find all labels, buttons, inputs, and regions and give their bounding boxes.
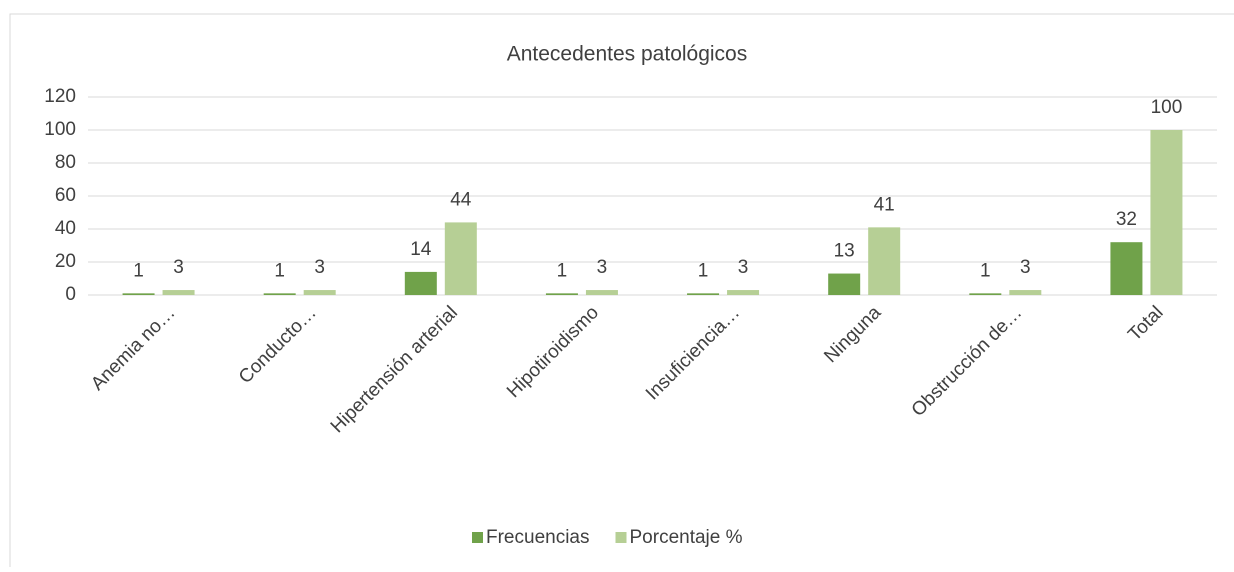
legend-label: Porcentaje %	[630, 527, 743, 548]
data-label: 3	[738, 257, 749, 278]
bar	[444, 222, 477, 295]
bar	[1009, 290, 1042, 295]
bar	[122, 293, 155, 295]
data-label: 1	[274, 260, 285, 281]
chart-title: Antecedentes patológicos	[507, 43, 748, 66]
data-label: 100	[1151, 97, 1183, 118]
legend-swatch	[472, 532, 483, 543]
data-label: 41	[874, 194, 895, 215]
data-label: 3	[314, 257, 325, 278]
bar	[545, 293, 578, 295]
bar	[969, 293, 1002, 295]
bar	[162, 290, 195, 295]
bar	[828, 273, 861, 295]
bar	[868, 227, 901, 295]
bar	[727, 290, 760, 295]
data-label: 1	[557, 260, 568, 281]
data-label: 13	[834, 241, 855, 262]
y-tick-label: 100	[44, 119, 76, 140]
bar	[263, 293, 296, 295]
data-label: 3	[597, 257, 608, 278]
data-label: 3	[1020, 257, 1031, 278]
data-label: 14	[410, 239, 432, 260]
data-label: 1	[980, 260, 991, 281]
bar	[1110, 242, 1143, 295]
data-label: 3	[173, 257, 184, 278]
legend-swatch	[615, 532, 627, 543]
y-tick-label: 40	[55, 218, 76, 239]
y-tick-label: 80	[55, 152, 76, 173]
y-tick-label: 20	[55, 251, 76, 272]
y-tick-label: 60	[55, 185, 76, 206]
y-tick-label: 0	[65, 284, 76, 305]
bar	[687, 293, 720, 295]
bar	[585, 290, 618, 295]
bar	[303, 290, 336, 295]
data-label: 32	[1116, 209, 1137, 230]
data-label: 1	[133, 260, 144, 281]
y-tick-label: 120	[44, 86, 76, 107]
legend-label: Frecuencias	[486, 527, 590, 548]
data-label: 1	[698, 260, 709, 281]
data-label: 44	[450, 189, 472, 210]
bar	[1150, 130, 1183, 295]
bar	[404, 271, 437, 295]
